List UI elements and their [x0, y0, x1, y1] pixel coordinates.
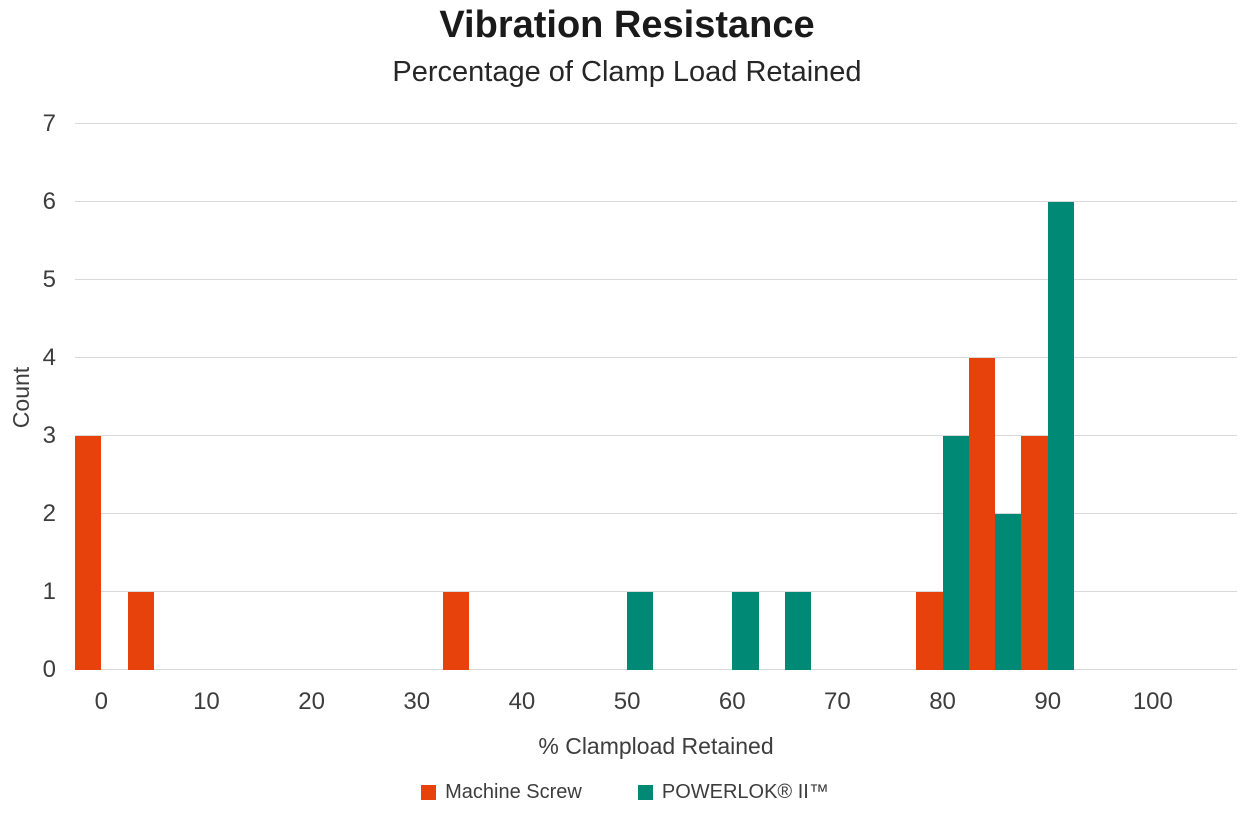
x-tick-label-20: 20 [298, 688, 325, 715]
x-axis-title: % Clampload Retained [538, 733, 774, 759]
bar-machine-screw-at-3.75 [127, 592, 154, 670]
x-tick-label-0: 0 [94, 688, 108, 715]
y-tick-label-0: 0 [42, 656, 56, 683]
x-tick-label-40: 40 [508, 688, 536, 715]
bar-powerlok-ii-at-61.25 [732, 592, 759, 670]
legend-label: POWERLOK® II™ [661, 781, 829, 803]
y-tick-label-4: 4 [42, 344, 56, 371]
bar-powerlok-ii-at-81.25 [942, 436, 969, 670]
gridline-y-7 [75, 123, 1237, 124]
gridline-y-0 [75, 669, 1237, 670]
bar-powerlok-ii-at-91.25 [1047, 202, 1074, 670]
x-tick-label-50: 50 [613, 688, 641, 715]
gridline-y-5 [75, 279, 1237, 280]
y-tick-label-6: 6 [42, 188, 56, 215]
x-tick-label-100: 100 [1132, 688, 1173, 715]
gridline-y-6 [75, 201, 1237, 202]
x-tick-label-90: 90 [1034, 688, 1062, 715]
legend: Machine Screw POWERLOK® II™ [75, 781, 1175, 804]
bar-machine-screw-at-88.75 [1021, 436, 1048, 670]
legend-swatch-icon [637, 785, 653, 800]
gridline-y-3 [75, 435, 1237, 436]
gridline-y-2 [75, 513, 1237, 514]
x-tick-label-80: 80 [929, 688, 956, 715]
bar-machine-screw-at-83.75 [968, 358, 996, 670]
x-tick-label-70: 70 [824, 688, 851, 715]
bar-powerlok-ii-at-51.25 [627, 592, 654, 670]
x-tick-label-10: 10 [193, 688, 220, 715]
y-tick-label-2: 2 [42, 500, 56, 527]
x-tick-label-60: 60 [718, 688, 746, 715]
gridline-y-1 [75, 591, 1237, 592]
plot-area [75, 123, 1237, 670]
bar-machine-screw-at-33.75 [443, 592, 470, 670]
legend-label: Machine Screw [445, 781, 582, 803]
x-tick-label-30: 30 [403, 688, 431, 715]
chart-subtitle: Percentage of Clamp Load Retained [392, 56, 862, 88]
chart-title: Vibration Resistance [439, 4, 815, 46]
bar-machine-screw-at-78.75 [916, 592, 943, 670]
legend-item-machine-screw: Machine Screw [421, 781, 582, 804]
y-tick-label-7: 7 [42, 110, 56, 137]
bar-powerlok-ii-at-86.25 [995, 514, 1022, 670]
y-axis-tick-labels: 0 1 2 3 4 5 6 7 [0, 112, 56, 682]
legend-swatch-icon [421, 785, 437, 800]
x-axis-tick-labels: 0 10 20 30 40 50 60 70 80 90 100 [75, 690, 1237, 720]
legend-item-powerlok-ii: POWERLOK® II™ [637, 781, 829, 804]
y-tick-label-1: 1 [42, 578, 56, 605]
bar-machine-screw-at--1.25 [75, 436, 102, 670]
y-tick-label-3: 3 [42, 422, 56, 449]
bar-powerlok-ii-at-66.25 [784, 592, 812, 670]
gridline-y-4 [75, 357, 1237, 358]
y-tick-label-5: 5 [42, 266, 56, 293]
